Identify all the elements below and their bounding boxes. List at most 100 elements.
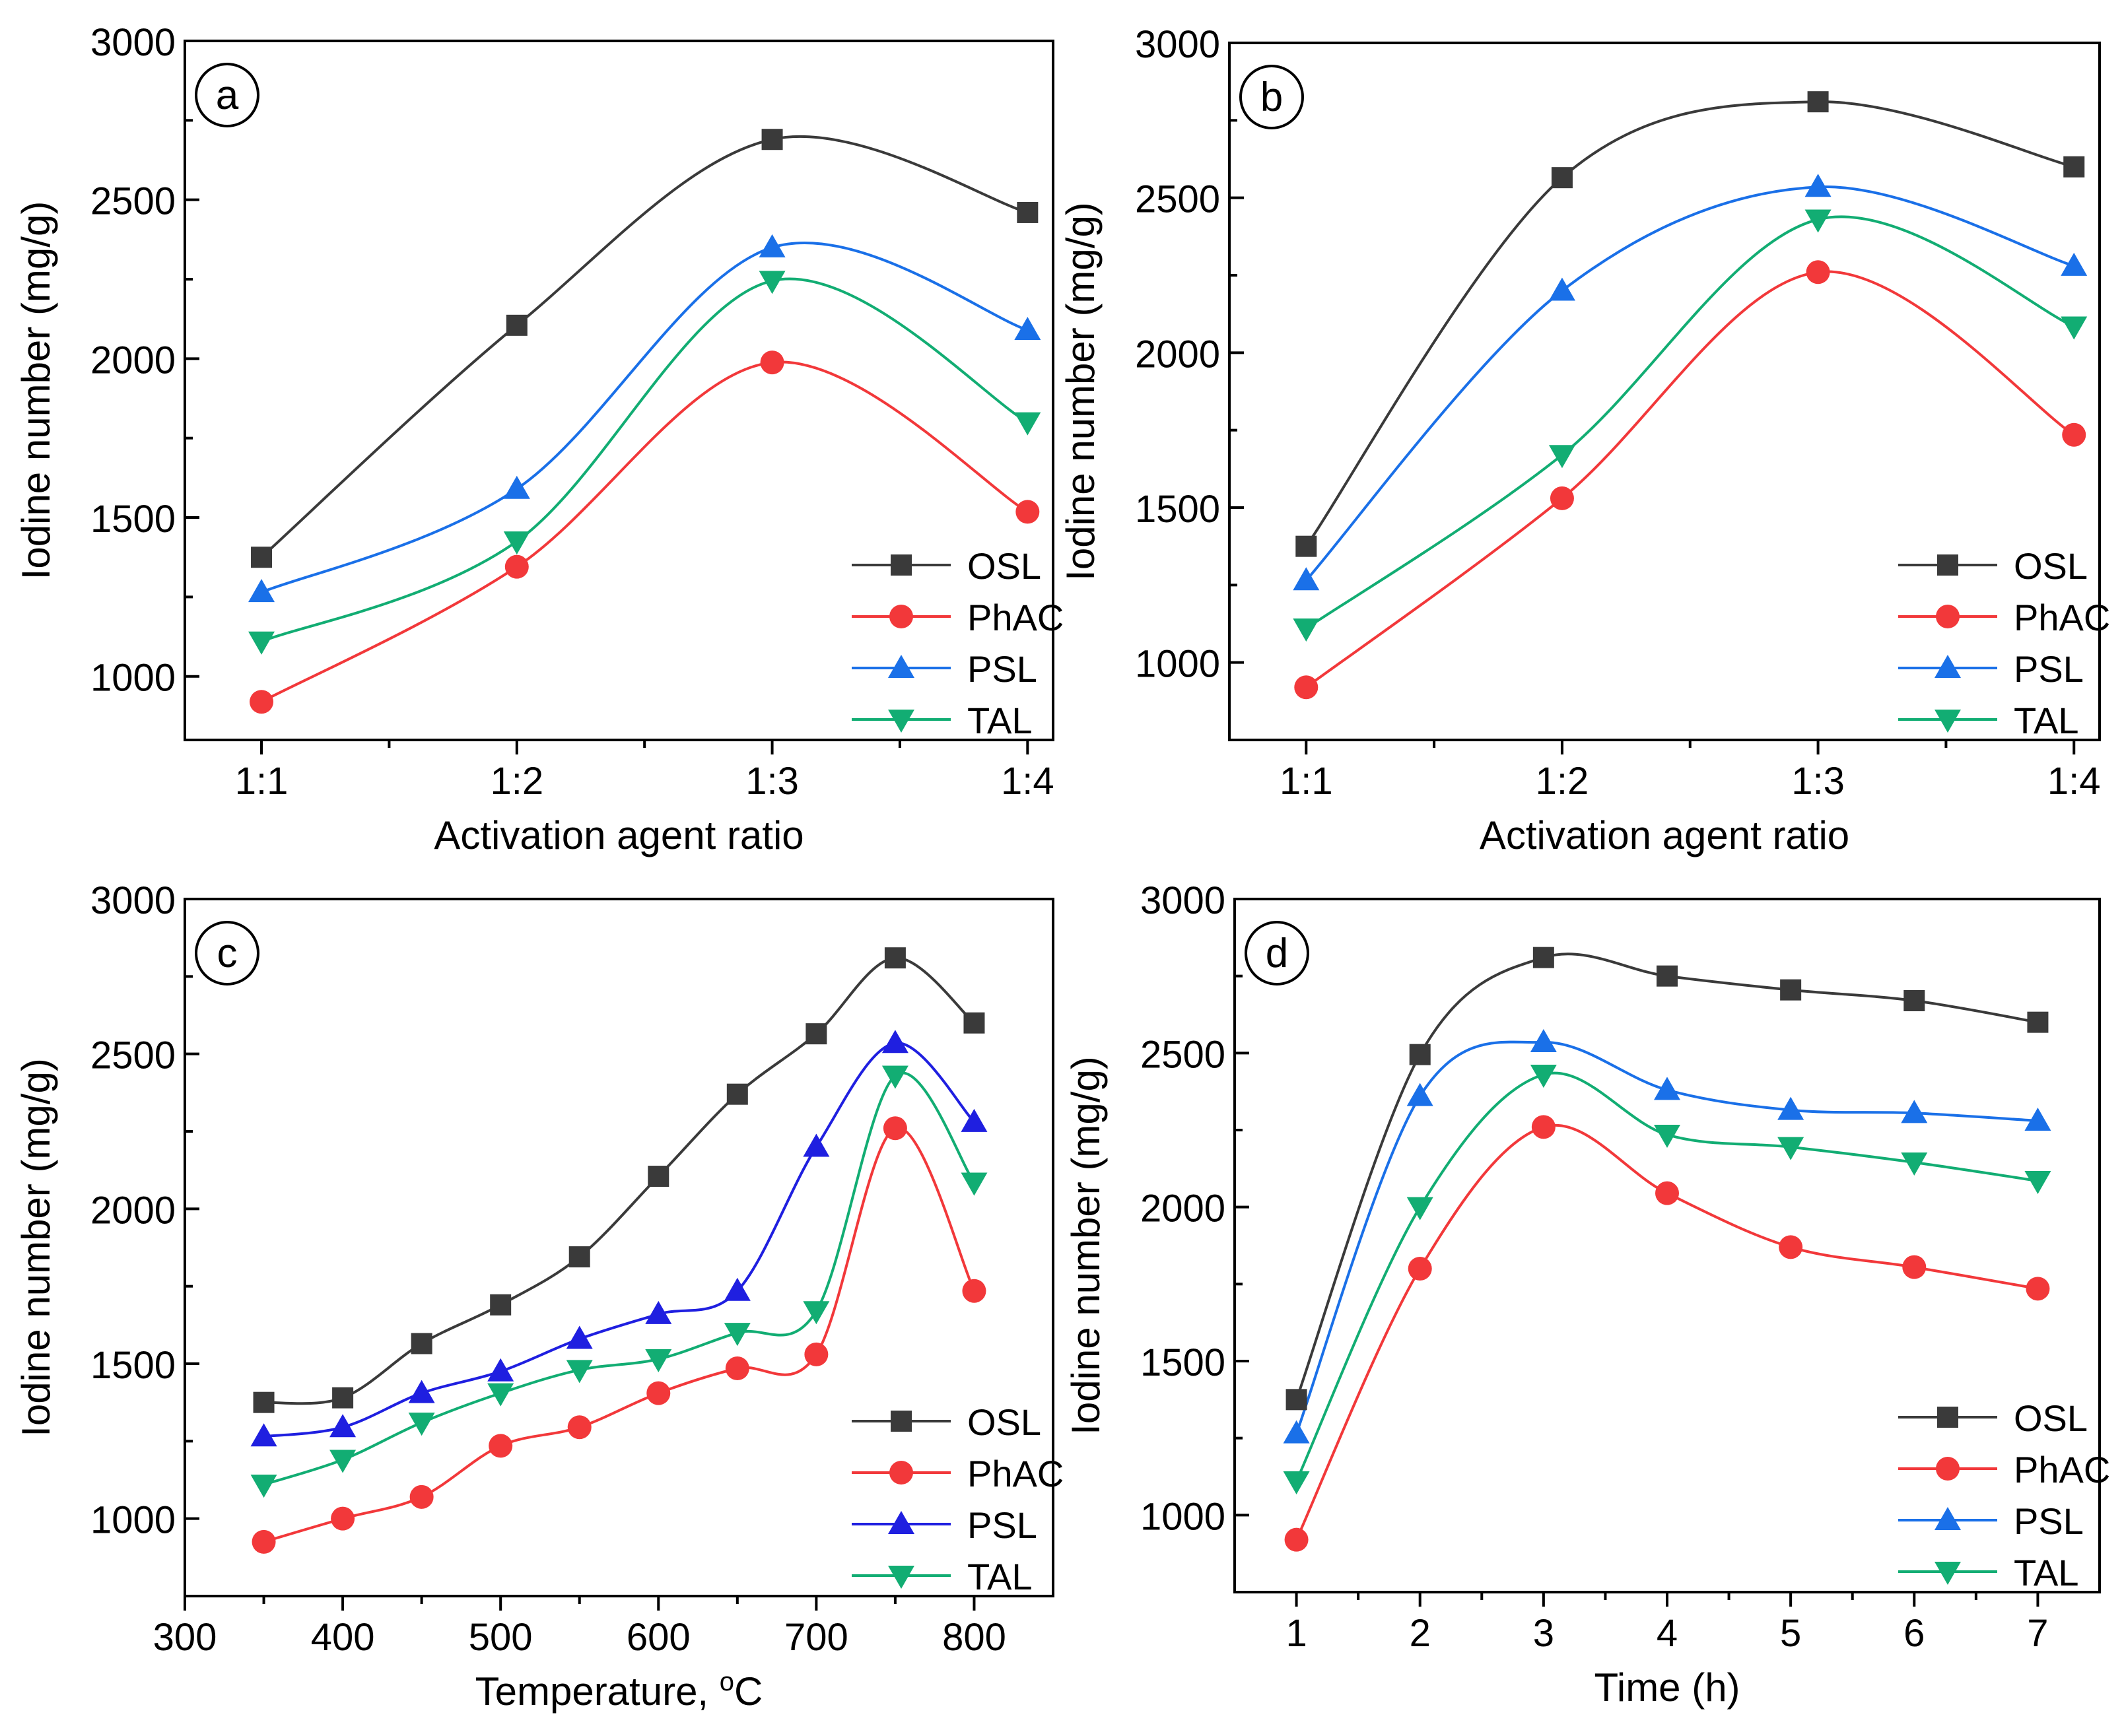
data-point-phac [646,1381,671,1405]
series-line-osl [1305,100,2074,547]
data-point-phac [1531,1115,1556,1139]
y-tick-label: 1500 [90,498,176,541]
data-point-phac [1294,675,1319,700]
legend-marker-tal [1935,1562,1961,1585]
data-point-tal [1654,1125,1680,1148]
data-point-tal [408,1413,435,1436]
legend-label-osl: OSL [2014,545,2088,587]
y-tick-label: 1500 [90,1344,176,1387]
series-line-psl [1295,1040,2038,1434]
plot-frame [1233,898,2101,1593]
legend-label-psl: PSL [2014,648,2084,690]
x-tick-label: 1:4 [2047,760,2101,803]
data-point-psl [961,1108,988,1132]
data-point-osl [2027,1011,2049,1033]
data-point-osl [1285,1389,1307,1411]
y-tick-label: 1500 [1135,488,1220,531]
data-point-psl [1293,567,1320,591]
legend-label-tal: TAL [967,1556,1033,1597]
data-point-osl [1295,535,1317,557]
x-tick-label: 6 [1903,1612,1925,1655]
panel-label: d [1266,931,1288,976]
data-point-psl [329,1414,357,1438]
x-tick-label: 1:1 [235,760,289,803]
y-tick-label: 2000 [1140,1187,1225,1230]
data-point-osl [761,129,783,150]
data-point-osl [648,1166,669,1187]
data-point-osl [2063,156,2085,178]
panel-label-circle [1239,65,1304,129]
panel-label: c [217,931,238,976]
series-line-tal [1295,1071,2038,1482]
data-point-phac [409,1485,434,1509]
y-tick-label: 2500 [1135,178,1220,221]
x-axis-label: Activation agent ratio [434,813,804,857]
legend-label-tal: TAL [2014,1552,2079,1593]
plot-frame [184,898,1054,1597]
legend-label-phac: PhAC [2014,1449,2110,1490]
data-point-osl [251,547,273,568]
panel-d: 1000 1500 2000 2500 3000 1 2 3 4 5 6 7 Time (h) Iodin… [1064,879,2110,1710]
x-tick-label: 1:4 [1001,760,1054,803]
data-point-tal [503,531,530,555]
data-point-psl [724,1277,751,1301]
legend-marker-phac [889,1461,913,1485]
x-tick-label: 400 [311,1616,375,1659]
panel-c: 1000 1500 2000 2500 3000 300 400 500 600 700 800 Te… [14,879,1064,1714]
y-tick-label: 3000 [90,21,176,64]
data-point-tal [329,1450,357,1473]
data-point-psl [1777,1096,1804,1120]
y-tick-label: 2500 [90,180,176,223]
y-tick-label: 3000 [1140,879,1225,922]
y-tick-label: 2000 [90,1189,176,1232]
y-axis-label: Iodine number (mg/g) [14,1058,58,1437]
series-line-psl [261,242,1028,594]
legend-marker-tal [1935,710,1961,733]
series-line-tal [1305,215,2074,630]
data-point-phac [883,1116,907,1141]
data-point-phac [331,1506,355,1531]
data-point-tal [1804,209,1832,233]
data-point-osl [1017,201,1039,223]
data-point-phac [725,1356,749,1381]
data-point-tal [961,1172,988,1196]
x-tick-label: 1:1 [1280,760,1333,803]
x-axis-label-degree: o [720,1667,734,1696]
data-point-phac [489,1434,513,1458]
x-tick-label: 3 [1533,1612,1554,1655]
legend-label-osl: OSL [967,545,1041,587]
plot-frame [184,40,1054,741]
y-tick-label: 2000 [90,339,176,382]
data-point-phac [504,554,529,579]
data-point-osl [506,314,528,336]
legend-label-phac: PhAC [967,597,1064,638]
legend-label-psl: PSL [967,648,1037,690]
data-point-phac [804,1342,829,1366]
data-point-psl [759,234,786,257]
y-tick-label: 3000 [1135,23,1220,66]
data-point-phac [250,690,274,714]
data-point-psl [250,1423,277,1447]
data-point-phac [1550,486,1574,510]
data-point-phac [567,1415,592,1440]
data-point-phac [1902,1255,1927,1279]
y-tick-label: 3000 [90,879,176,922]
data-point-psl [881,1030,908,1053]
y-tick-label: 1000 [1140,1495,1225,1538]
panel-a: 1000 1500 2000 2500 3000 1:1 1:2 1:3 1:4 Activati… [14,21,1064,857]
data-point-phac [1655,1181,1679,1205]
data-point-phac [2062,422,2086,447]
y-tick-label: 1500 [1140,1341,1225,1384]
x-tick-label: 1:3 [745,760,799,803]
data-point-osl [253,1391,275,1413]
data-point-osl [805,1023,827,1045]
legend-label-tal: TAL [967,700,1033,741]
data-point-phac [1408,1257,1432,1281]
y-axis-label: Iodine number (mg/g) [1064,1056,1108,1435]
y-tick-label: 1000 [90,657,176,700]
x-tick-label: 4 [1657,1612,1678,1655]
data-point-osl [884,947,906,969]
data-point-osl [1657,965,1678,987]
x-tick-label: 600 [627,1616,691,1659]
data-point-psl [1654,1077,1680,1100]
